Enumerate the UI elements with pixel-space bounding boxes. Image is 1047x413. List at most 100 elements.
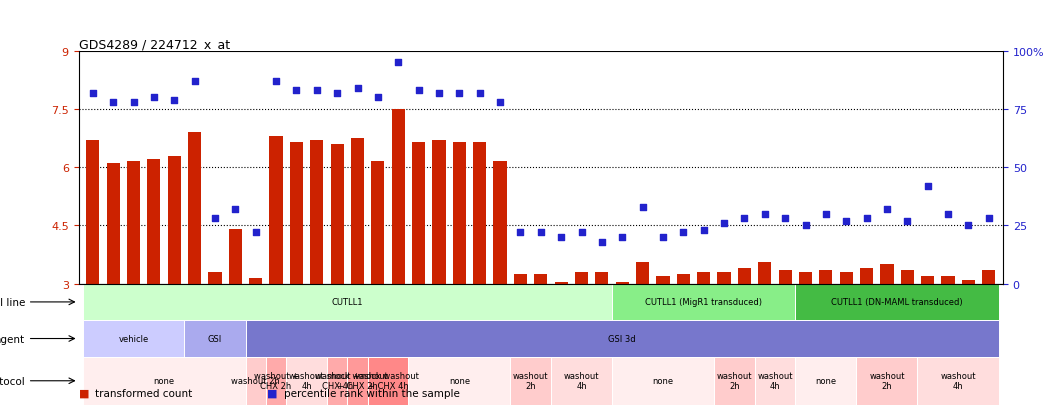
Bar bbox=[676, 274, 690, 284]
Bar bbox=[392, 110, 405, 284]
Text: washout
2h: washout 2h bbox=[513, 372, 549, 390]
Point bbox=[471, 90, 488, 97]
Bar bbox=[473, 142, 486, 284]
Point bbox=[247, 230, 264, 236]
Bar bbox=[411, 142, 425, 284]
Bar bbox=[86, 141, 99, 284]
Bar bbox=[266, 357, 286, 405]
Bar bbox=[452, 142, 466, 284]
Bar bbox=[636, 263, 649, 284]
Text: CUTLL1 (DN-MAML transduced): CUTLL1 (DN-MAML transduced) bbox=[831, 298, 963, 307]
Point bbox=[654, 234, 671, 241]
Point bbox=[899, 218, 916, 225]
Text: ■: ■ bbox=[79, 388, 89, 398]
Bar bbox=[555, 282, 567, 284]
Point bbox=[126, 100, 142, 106]
Text: none: none bbox=[154, 376, 175, 385]
Text: washout
4h: washout 4h bbox=[940, 372, 976, 390]
Point bbox=[268, 78, 285, 85]
Point bbox=[389, 60, 406, 66]
Point bbox=[797, 223, 814, 229]
Point bbox=[695, 227, 712, 234]
Text: GSI 3d: GSI 3d bbox=[608, 334, 636, 343]
Bar bbox=[575, 272, 588, 284]
Point bbox=[675, 230, 692, 236]
Bar bbox=[269, 137, 283, 284]
Text: GSI: GSI bbox=[208, 334, 222, 343]
Point bbox=[818, 211, 834, 218]
Bar bbox=[208, 272, 222, 284]
Point bbox=[451, 90, 468, 97]
Bar bbox=[331, 145, 343, 284]
Bar bbox=[83, 320, 184, 357]
Text: CUTLL1 (MigR1 transduced): CUTLL1 (MigR1 transduced) bbox=[645, 298, 762, 307]
Bar bbox=[148, 160, 160, 284]
Point bbox=[716, 220, 733, 227]
Point bbox=[573, 230, 589, 236]
Bar bbox=[697, 272, 710, 284]
Bar bbox=[717, 272, 731, 284]
Text: percentile rank within the sample: percentile rank within the sample bbox=[284, 388, 460, 398]
Bar bbox=[656, 276, 670, 284]
Bar bbox=[551, 357, 612, 405]
Bar bbox=[245, 357, 266, 405]
Bar bbox=[184, 320, 245, 357]
Bar bbox=[616, 282, 629, 284]
Bar bbox=[432, 141, 446, 284]
Point bbox=[146, 95, 162, 102]
Point bbox=[919, 183, 936, 190]
Point bbox=[349, 85, 365, 92]
Point bbox=[410, 88, 427, 95]
Bar bbox=[860, 268, 873, 284]
Bar bbox=[758, 263, 772, 284]
Text: agent: agent bbox=[0, 334, 25, 344]
Text: vehicle: vehicle bbox=[118, 334, 149, 343]
Bar bbox=[612, 357, 714, 405]
Bar bbox=[372, 162, 384, 284]
Bar bbox=[510, 357, 551, 405]
Bar bbox=[856, 357, 917, 405]
Text: ■: ■ bbox=[267, 388, 277, 398]
Bar bbox=[249, 278, 263, 284]
Point bbox=[227, 206, 244, 213]
Bar bbox=[188, 133, 201, 284]
Bar bbox=[962, 280, 975, 284]
Bar bbox=[327, 357, 348, 405]
Bar bbox=[941, 276, 955, 284]
Bar bbox=[755, 357, 796, 405]
Bar bbox=[127, 162, 140, 284]
Bar bbox=[900, 271, 914, 284]
Text: washout
4h: washout 4h bbox=[757, 372, 793, 390]
Point bbox=[85, 90, 102, 97]
Point bbox=[756, 211, 773, 218]
Bar bbox=[612, 284, 796, 320]
Point bbox=[736, 216, 753, 222]
Point bbox=[838, 218, 854, 225]
Point bbox=[939, 211, 956, 218]
Text: washout
4h: washout 4h bbox=[289, 372, 325, 390]
Bar bbox=[310, 141, 324, 284]
Point bbox=[186, 78, 203, 85]
Point bbox=[777, 216, 794, 222]
Point bbox=[329, 90, 346, 97]
Text: protocol: protocol bbox=[0, 376, 25, 386]
Point bbox=[614, 234, 630, 241]
Text: cell line: cell line bbox=[0, 297, 25, 307]
Bar bbox=[493, 162, 507, 284]
Bar bbox=[819, 271, 832, 284]
Text: washout
2h: washout 2h bbox=[716, 372, 752, 390]
Point bbox=[492, 100, 509, 106]
Bar bbox=[168, 156, 181, 284]
Bar bbox=[514, 274, 527, 284]
Bar bbox=[779, 271, 792, 284]
Bar bbox=[351, 139, 364, 284]
Point bbox=[165, 97, 182, 104]
Text: washout
4h: washout 4h bbox=[563, 372, 599, 390]
Bar bbox=[107, 164, 119, 284]
Point bbox=[105, 100, 121, 106]
Bar bbox=[799, 272, 812, 284]
Text: washout +
CHX 4h: washout + CHX 4h bbox=[315, 372, 359, 390]
Bar bbox=[83, 284, 612, 320]
Point bbox=[288, 88, 305, 95]
Point bbox=[859, 216, 875, 222]
